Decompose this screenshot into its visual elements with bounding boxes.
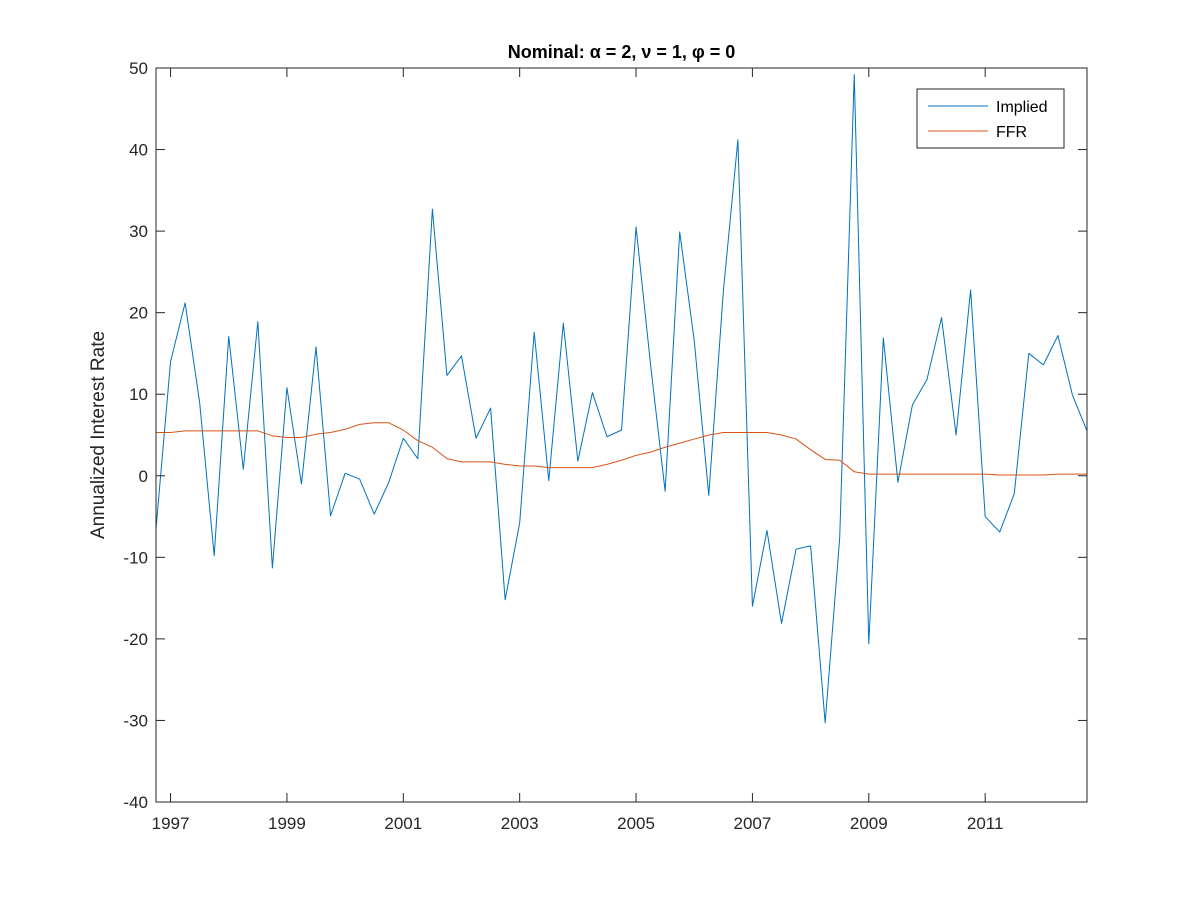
y-tick-label: 0: [139, 467, 148, 486]
plot-area-background: [156, 68, 1087, 802]
legend-label-implied: Implied: [996, 99, 1048, 116]
axes-box: [155, 67, 1088, 803]
y-tick-label: -40: [123, 793, 148, 812]
y-tick-label: 50: [129, 59, 148, 78]
y-tick-label: 20: [129, 304, 148, 323]
y-tick-label: 40: [129, 141, 148, 160]
legend-box: [916, 88, 1065, 149]
legend-label-ffr: FFR: [996, 124, 1027, 141]
series-line-implied: [155, 74, 1088, 724]
chart-title: Nominal: α = 2, ν = 1, φ = 0: [508, 42, 736, 62]
x-tick-label: 2011: [967, 814, 1004, 833]
y-tick-label: -20: [123, 630, 148, 649]
x-tick-label: 2005: [617, 814, 655, 833]
x-tick-label: 2009: [850, 814, 888, 833]
legend: Implied FFR: [916, 88, 1065, 149]
x-tick-label: 1997: [152, 814, 190, 833]
x-tick-label: 1999: [268, 814, 306, 833]
series-line-ffr: [156, 422, 1087, 476]
ticks-layer: 1997 1999 2001 2003 2005 2007 2009 2011 -40 -30 -2…: [123, 59, 1087, 833]
y-axis-label: Annualized Interest Rate: [88, 331, 109, 539]
x-tick-label: 2003: [501, 814, 539, 833]
series-layer: [155, 74, 1088, 724]
x-tick-label: 2001: [384, 814, 422, 833]
y-tick-label: 10: [129, 385, 148, 404]
y-tick-label: -30: [123, 711, 148, 730]
y-tick-label: 30: [129, 222, 148, 241]
x-tick-label: 2007: [734, 814, 772, 833]
y-tick-label: -10: [123, 548, 148, 567]
